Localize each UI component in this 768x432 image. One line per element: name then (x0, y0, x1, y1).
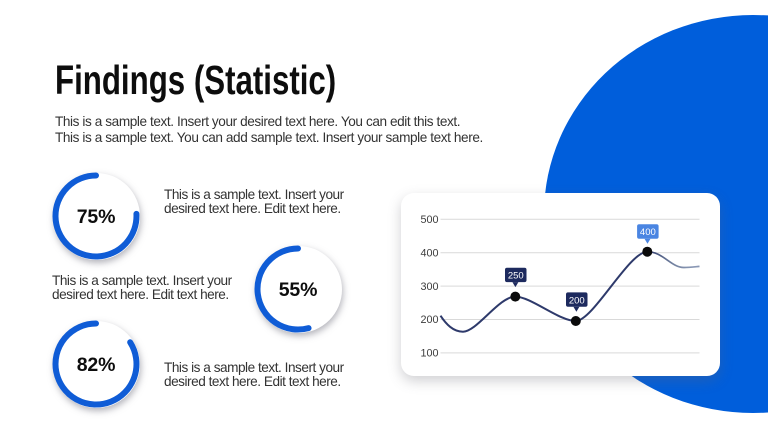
svg-text:400: 400 (640, 227, 656, 238)
svg-text:100: 100 (420, 348, 438, 360)
svg-text:250: 250 (508, 271, 524, 282)
svg-text:500: 500 (420, 214, 438, 226)
svg-text:200: 200 (569, 295, 585, 306)
svg-text:300: 300 (420, 281, 438, 293)
svg-text:400: 400 (420, 247, 438, 259)
svg-text:200: 200 (420, 314, 438, 326)
